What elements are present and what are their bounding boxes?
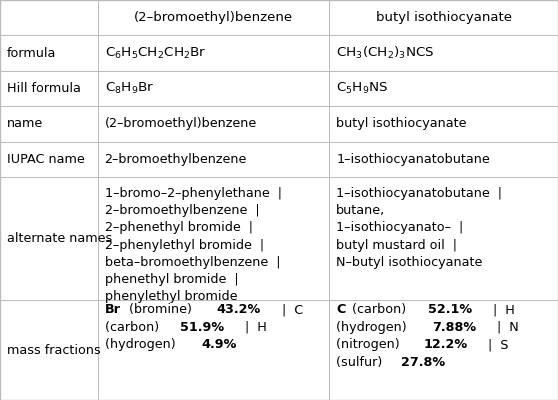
Text: formula: formula (7, 47, 56, 60)
Text: 1–isothiocyanatobutane  |: 1–isothiocyanatobutane | (336, 187, 502, 200)
Bar (329, 106, 558, 142)
Bar (98, 0, 329, 36)
Bar (98, 177, 329, 300)
Text: 27.8%: 27.8% (401, 356, 445, 369)
Bar (329, 300, 558, 400)
Text: 43.2%: 43.2% (217, 303, 261, 316)
Text: phenylethyl bromide: phenylethyl bromide (104, 290, 237, 303)
Text: 2–bromoethylbenzene  |: 2–bromoethylbenzene | (104, 204, 259, 217)
Bar (329, 177, 558, 300)
Text: Br: Br (104, 303, 121, 316)
Text: C: C (336, 303, 345, 316)
Bar (98, 71, 329, 106)
Bar (98, 106, 329, 142)
Text: |  S: | S (480, 338, 509, 352)
Text: butyl isothiocyanate: butyl isothiocyanate (376, 11, 512, 24)
Bar (0, 177, 98, 300)
Text: |  H: | H (237, 321, 266, 334)
Text: (hydrogen): (hydrogen) (336, 321, 411, 334)
Text: N–butyl isothiocyanate: N–butyl isothiocyanate (336, 256, 483, 269)
Text: butyl mustard oil  |: butyl mustard oil | (336, 238, 457, 252)
Text: butyl isothiocyanate: butyl isothiocyanate (336, 118, 466, 130)
Bar (0, 36, 98, 71)
Bar (98, 300, 329, 400)
Text: (2–bromoethyl)benzene: (2–bromoethyl)benzene (104, 118, 257, 130)
Text: 52.1%: 52.1% (429, 303, 473, 316)
Text: |  N: | N (489, 321, 519, 334)
Text: 51.9%: 51.9% (180, 321, 224, 334)
Text: butane,: butane, (336, 204, 386, 217)
Text: 1–bromo–2–phenylethane  |: 1–bromo–2–phenylethane | (104, 187, 282, 200)
Text: $\mathregular{C_8H_9Br}$: $\mathregular{C_8H_9Br}$ (104, 81, 154, 96)
Bar (329, 0, 558, 36)
Text: |  C: | C (274, 303, 303, 316)
Text: 1–isothiocyanato–  |: 1–isothiocyanato– | (336, 221, 463, 234)
Text: 2–phenethyl bromide  |: 2–phenethyl bromide | (104, 221, 253, 234)
Text: 7.88%: 7.88% (432, 321, 477, 334)
Text: name: name (7, 118, 43, 130)
Bar (0, 142, 98, 177)
Bar (0, 106, 98, 142)
Text: (bromine): (bromine) (125, 303, 196, 316)
Text: |  H: | H (485, 303, 515, 316)
Text: alternate names: alternate names (7, 232, 112, 245)
Text: (carbon): (carbon) (348, 303, 410, 316)
Text: (nitrogen): (nitrogen) (336, 338, 404, 352)
Text: (hydrogen): (hydrogen) (104, 338, 179, 352)
Bar (0, 71, 98, 106)
Text: beta–bromoethylbenzene  |: beta–bromoethylbenzene | (104, 256, 280, 269)
Text: $\mathregular{C_5H_9NS}$: $\mathregular{C_5H_9NS}$ (336, 81, 388, 96)
Text: $\mathregular{C_6H_5CH_2CH_2Br}$: $\mathregular{C_6H_5CH_2CH_2Br}$ (104, 46, 206, 61)
Text: (sulfur): (sulfur) (336, 356, 386, 369)
Bar (0, 300, 98, 400)
Text: 2–bromoethylbenzene: 2–bromoethylbenzene (104, 153, 247, 166)
Bar (98, 142, 329, 177)
Text: 1–isothiocyanatobutane: 1–isothiocyanatobutane (336, 153, 490, 166)
Text: 2–phenylethyl bromide  |: 2–phenylethyl bromide | (104, 238, 264, 252)
Text: IUPAC name: IUPAC name (7, 153, 85, 166)
Text: phenethyl bromide  |: phenethyl bromide | (104, 273, 238, 286)
Bar (329, 71, 558, 106)
Bar (329, 142, 558, 177)
Text: (carbon): (carbon) (104, 321, 163, 334)
Bar (329, 36, 558, 71)
Text: $\mathregular{CH_3(CH_2)_3NCS}$: $\mathregular{CH_3(CH_2)_3NCS}$ (336, 45, 435, 61)
Text: 12.2%: 12.2% (424, 338, 468, 352)
Text: 4.9%: 4.9% (201, 338, 236, 352)
Bar (98, 36, 329, 71)
Text: Hill formula: Hill formula (7, 82, 81, 95)
Bar (0, 0, 98, 36)
Text: mass fractions: mass fractions (7, 344, 100, 356)
Text: (2–bromoethyl)benzene: (2–bromoethyl)benzene (134, 11, 293, 24)
